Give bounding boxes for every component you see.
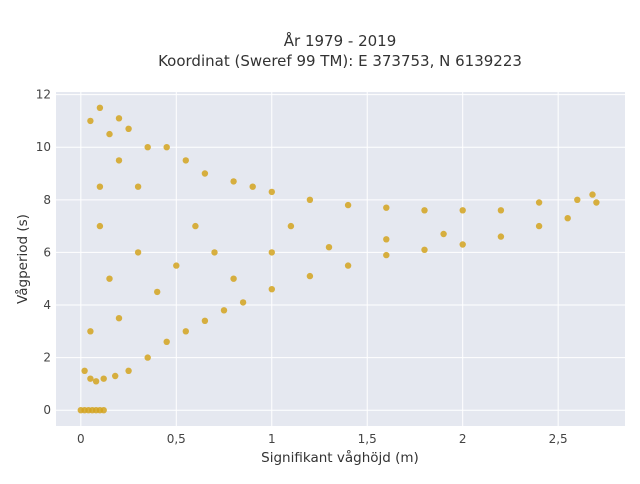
- scatter-point: [96, 222, 104, 230]
- scatter-point: [163, 338, 170, 345]
- scatter-point: [383, 251, 390, 259]
- scatter-point: [459, 207, 466, 214]
- y-tick-label: 10: [36, 140, 51, 154]
- plot-background: [56, 92, 625, 426]
- scatter-point: [192, 222, 199, 230]
- scatter-point: [134, 249, 142, 256]
- scatter-point: [115, 157, 123, 164]
- x-tick-label: 1,5: [358, 432, 377, 446]
- scatter-point: [92, 378, 100, 385]
- scatter-point: [344, 262, 352, 269]
- scatter-point: [115, 115, 123, 122]
- scatter-point: [220, 307, 228, 314]
- y-tick-label: 6: [43, 245, 51, 259]
- scatter-point: [96, 183, 104, 190]
- scatter-point: [268, 249, 275, 256]
- chart-title-line1: År 1979 - 2019: [284, 31, 397, 50]
- scatter-point: [421, 246, 428, 253]
- scatter-points: [77, 104, 600, 414]
- scatter-point: [268, 188, 275, 196]
- scatter-point: [325, 244, 333, 251]
- scatter-point: [230, 275, 237, 282]
- scatter-point: [421, 207, 428, 214]
- scatter-point: [87, 328, 94, 335]
- y-axis-ticks: 0 2 4 6 8 10 12: [36, 88, 51, 418]
- scatter-point: [574, 196, 581, 203]
- scatter-point: [589, 191, 596, 198]
- scatter-point: [201, 317, 209, 324]
- scatter-point: [306, 272, 314, 280]
- scatter-point: [125, 125, 132, 132]
- scatter-point: [144, 354, 151, 361]
- scatter-point: [535, 199, 543, 206]
- x-axis-label: Signifikant våghöjd (m): [261, 449, 419, 466]
- scatter-point: [87, 117, 94, 125]
- y-tick-label: 2: [43, 351, 51, 365]
- scatter-point: [182, 328, 189, 335]
- scatter-point: [497, 233, 505, 240]
- x-tick-label: 0: [77, 432, 85, 446]
- scatter-point: [106, 275, 113, 282]
- scatter-point: [96, 104, 104, 112]
- scatter-point: [564, 215, 571, 222]
- scatter-point: [306, 196, 314, 203]
- y-tick-label: 12: [36, 88, 51, 102]
- scatter-point: [112, 372, 119, 380]
- scatter-point: [163, 144, 170, 151]
- x-tick-label: 2,5: [549, 432, 568, 446]
- x-tick-label: 2: [459, 432, 467, 446]
- scatter-point: [440, 230, 447, 238]
- chart-title-line2: Koordinat (Sweref 99 TM): E 373753, N 61…: [158, 52, 522, 70]
- scatter-point: [173, 262, 180, 269]
- scatter-point: [497, 207, 505, 214]
- scatter-point: [201, 170, 209, 177]
- scatter-point: [100, 375, 107, 382]
- scatter-point: [81, 367, 88, 374]
- scatter-point: [87, 375, 94, 382]
- scatter-point: [249, 183, 256, 190]
- scatter-point: [383, 236, 390, 243]
- scatter-point: [125, 367, 132, 374]
- scatter-point: [268, 286, 275, 293]
- scatter-point: [344, 201, 352, 209]
- y-axis-label: Vågperiod (s): [14, 214, 31, 304]
- scatter-point: [106, 130, 113, 138]
- scatter-point: [383, 204, 390, 211]
- scatter-point: [211, 249, 218, 256]
- x-tick-label: 1: [268, 432, 276, 446]
- scatter-point: [100, 407, 107, 414]
- scatter-point: [134, 183, 142, 190]
- scatter-point: [535, 222, 543, 230]
- scatter-point: [459, 241, 466, 248]
- scatter-point: [593, 199, 600, 206]
- scatter-point: [154, 288, 161, 296]
- x-axis-ticks: 0 0,5 1 1,5 2 2,5: [77, 432, 568, 446]
- scatter-point: [144, 144, 151, 151]
- x-tick-label: 0,5: [167, 432, 186, 446]
- y-tick-label: 4: [43, 298, 51, 312]
- y-tick-label: 0: [43, 403, 51, 417]
- scatter-point: [287, 222, 295, 230]
- scatter-point: [115, 315, 123, 322]
- y-tick-label: 8: [43, 193, 51, 207]
- scatter-point: [230, 178, 237, 185]
- scatter-point: [182, 157, 189, 164]
- scatter-point: [239, 299, 247, 306]
